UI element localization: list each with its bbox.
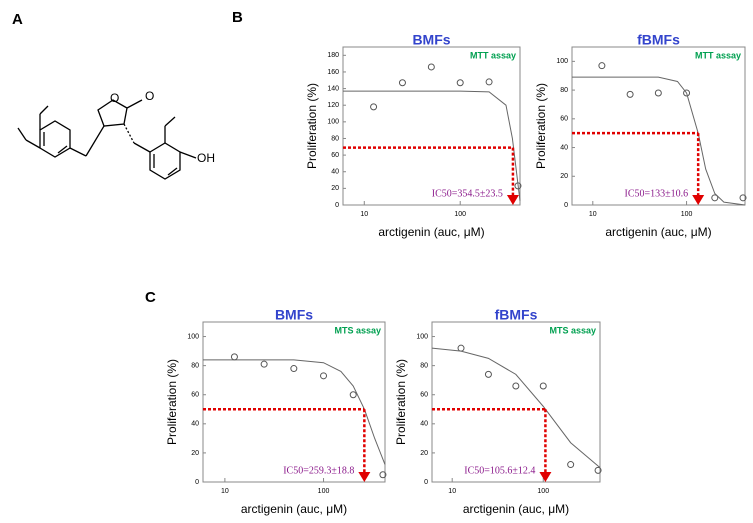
y-axis-label: Proliferation (%) <box>394 359 408 445</box>
y-tick-label: 0 <box>564 202 568 209</box>
x-axis-label: arctigenin (auc, μM) <box>605 225 711 239</box>
ic50-arrow <box>692 195 705 205</box>
ic50-arrow <box>539 472 552 482</box>
atom-label: O <box>145 89 154 103</box>
data-point <box>539 382 547 390</box>
plot-frame <box>571 46 746 206</box>
assay-badge: MTT assay <box>470 50 516 60</box>
data-point <box>484 370 492 378</box>
ic50-annotation: IC50=133±10.6 <box>625 188 689 199</box>
data-point <box>398 79 406 87</box>
y-tick-label: 40 <box>560 144 568 151</box>
data-point <box>654 89 662 97</box>
y-tick-label: 100 <box>416 333 428 340</box>
y-tick-label: 0 <box>335 202 339 209</box>
data-point <box>290 365 298 373</box>
y-tick-label: 80 <box>191 362 199 369</box>
y-tick-label: 0 <box>195 479 199 486</box>
x-tick-label: 10 <box>221 488 229 495</box>
x-tick-label: 10 <box>360 211 368 218</box>
fit-curve <box>343 90 521 201</box>
data-point <box>370 103 378 111</box>
y-tick-label: 20 <box>191 450 199 457</box>
x-axis-label: arctigenin (auc, μM) <box>378 225 484 239</box>
chart-title: BMFs <box>275 307 313 323</box>
assay-badge: MTS assay <box>334 325 381 335</box>
y-tick-label: 40 <box>420 421 428 428</box>
y-tick-label: 20 <box>560 173 568 180</box>
plot-frame <box>342 46 521 206</box>
atom-label: O <box>110 91 119 105</box>
y-tick-label: 100 <box>556 58 568 65</box>
panel-label: C <box>145 289 156 306</box>
panel-label: A <box>12 11 23 28</box>
y-tick-label: 80 <box>420 362 428 369</box>
y-tick-label: 100 <box>327 119 339 126</box>
fit-curve <box>203 359 386 465</box>
y-tick-label: 60 <box>331 152 339 159</box>
y-tick-label: 60 <box>191 392 199 399</box>
x-tick-label: 10 <box>448 488 456 495</box>
data-point <box>320 372 328 380</box>
data-point <box>456 79 464 87</box>
x-tick-label: 100 <box>681 211 693 218</box>
y-tick-label: 120 <box>327 102 339 109</box>
data-point <box>626 90 634 98</box>
y-tick-label: 40 <box>191 421 199 428</box>
panel-label: B <box>232 9 243 26</box>
y-tick-label: 140 <box>327 85 339 92</box>
y-axis-label: Proliferation (%) <box>534 83 548 169</box>
x-axis-label: arctigenin (auc, μM) <box>241 502 347 516</box>
chart-title: BMFs <box>412 32 450 48</box>
molecule <box>17 99 197 180</box>
x-tick-label: 10 <box>589 211 597 218</box>
plot-frame <box>202 321 386 483</box>
data-point <box>598 62 606 70</box>
data-point <box>427 63 435 71</box>
ic50-arrow <box>358 472 371 482</box>
fit-curve <box>431 347 601 468</box>
y-tick-label: 60 <box>560 116 568 123</box>
atom-label: OH <box>197 151 215 165</box>
data-point <box>739 194 747 202</box>
data-point <box>349 391 357 399</box>
plot-frame <box>431 321 601 483</box>
data-point <box>594 466 602 474</box>
data-point <box>683 89 691 97</box>
assay-badge: MTT assay <box>695 50 741 60</box>
y-tick-label: 20 <box>420 450 428 457</box>
data-point <box>457 344 465 352</box>
ic50-annotation: IC50=259.3±18.8 <box>283 465 354 476</box>
x-axis-label: arctigenin (auc, μM) <box>463 502 569 516</box>
data-point <box>230 353 238 361</box>
ic50-arrow <box>506 195 519 205</box>
y-tick-label: 180 <box>327 52 339 59</box>
y-tick-label: 0 <box>424 479 428 486</box>
data-point <box>379 471 387 479</box>
data-point <box>485 78 493 86</box>
chart-title: fBMFs <box>637 32 680 48</box>
data-point <box>711 194 719 202</box>
assay-badge: MTS assay <box>549 325 596 335</box>
y-tick-label: 40 <box>331 169 339 176</box>
data-point <box>260 360 268 368</box>
x-tick-label: 100 <box>318 488 330 495</box>
y-tick-label: 100 <box>187 333 199 340</box>
ic50-annotation: IC50=354.5±23.5 <box>432 188 503 199</box>
data-point <box>567 461 575 469</box>
y-axis-label: Proliferation (%) <box>305 83 319 169</box>
y-tick-label: 20 <box>331 185 339 192</box>
y-tick-label: 80 <box>331 135 339 142</box>
y-axis-label: Proliferation (%) <box>165 359 179 445</box>
x-tick-label: 100 <box>537 488 549 495</box>
data-point <box>512 382 520 390</box>
chart-title: fBMFs <box>495 307 538 323</box>
y-tick-label: 160 <box>327 69 339 76</box>
x-tick-label: 100 <box>454 211 466 218</box>
y-tick-label: 60 <box>420 392 428 399</box>
y-tick-label: 80 <box>560 87 568 94</box>
ic50-annotation: IC50=105.6±12.4 <box>464 465 535 476</box>
